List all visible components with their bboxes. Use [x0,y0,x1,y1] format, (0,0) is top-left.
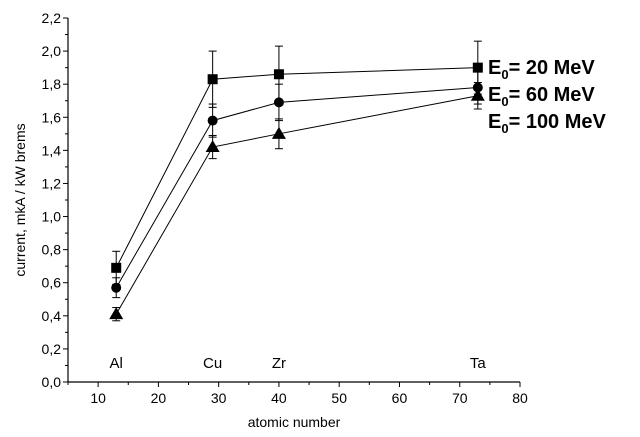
x-tick-label: 40 [271,390,287,406]
legend-label: E0= 100 MeV [488,111,607,136]
series-line [115,86,478,288]
data-point-square [273,69,284,80]
series-circle [111,70,483,299]
data-point-circle [207,115,218,126]
y-axis-title: current, mkA / kW brems [12,123,28,276]
y-tick-label: 0,0 [42,374,62,390]
x-ticks: 10 20 30 40 50 60 70 80 [67,382,528,406]
y-tick-label: 1,2 [42,175,62,191]
y-tick-label: 2,2 [42,10,62,26]
series-line [115,95,478,315]
series-line [115,67,478,269]
x-tick-label: 50 [331,390,347,406]
data-point-triangle [109,307,124,320]
x-tick-label: 80 [512,390,528,406]
legend-label: E0= 20 MeV [488,57,595,82]
x-tick-label: 20 [151,390,167,406]
x-tick-label: 10 [90,390,106,406]
y-tick-label: 1,6 [42,109,62,125]
x-tick-label: 60 [392,390,408,406]
data-point-square [472,62,483,73]
y-tick-label: 1,8 [42,76,62,92]
y-tick-label: 2,0 [42,43,62,59]
data-point-circle [273,97,284,108]
element-label: Zr [272,355,286,372]
y-tick-label: 0,8 [42,242,62,258]
y-tick-label: 1,4 [42,142,62,158]
data-point-triangle [470,88,485,101]
y-tick-label: 1,0 [42,209,62,225]
element-annotations: Al Cu Zr Ta [110,355,487,372]
data-point-triangle [205,140,220,153]
element-label: Cu [203,355,222,372]
y-tick-label: 0,4 [42,308,62,324]
x-axis-title: atomic number [248,414,341,430]
series-triangle [109,82,485,322]
data-point-triangle [271,126,286,139]
y-ticks: 0,0 0,2 0,4 0,6 0,8 1,0 1,2 1,4 1,6 1,8 2,0 2,2 [42,10,68,390]
x-tick-label: 30 [211,390,227,406]
series-layer [109,40,485,322]
data-point-square [111,262,122,273]
data-point-circle [111,282,122,293]
element-label: Al [110,355,123,372]
axes [67,18,520,383]
data-point-square [207,74,218,85]
element-label: Ta [470,355,487,372]
y-tick-label: 0,6 [42,275,62,291]
y-tick-label: 0,2 [42,341,62,357]
x-tick-label: 70 [452,390,468,406]
legend-label: E0= 60 MeV [488,84,595,109]
series-square [111,40,483,285]
